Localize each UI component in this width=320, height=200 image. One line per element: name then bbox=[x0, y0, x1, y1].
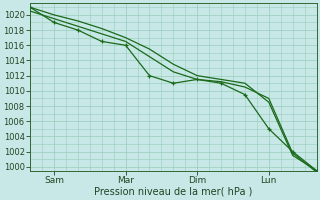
X-axis label: Pression niveau de la mer( hPa ): Pression niveau de la mer( hPa ) bbox=[94, 187, 252, 197]
